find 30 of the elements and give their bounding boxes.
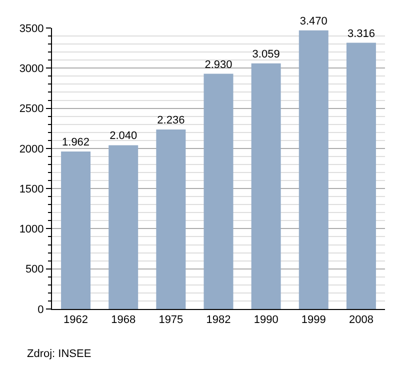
data-label: 2.236 xyxy=(157,114,185,126)
y-tick-label: 3500 xyxy=(19,22,44,35)
data-label: 3.316 xyxy=(347,28,375,40)
data-label: 2.040 xyxy=(110,130,138,142)
y-tick-label: 0 xyxy=(38,304,44,316)
x-tick-label: 1975 xyxy=(158,314,184,326)
x-tick-label: 1962 xyxy=(64,314,88,326)
data-label: 2.930 xyxy=(204,58,232,71)
x-tick-label: 1999 xyxy=(301,314,326,326)
bar xyxy=(61,151,91,309)
bar xyxy=(108,145,138,309)
bar xyxy=(204,74,234,309)
y-tick-label: 1500 xyxy=(19,183,44,196)
y-tick-label: 1000 xyxy=(19,224,44,236)
y-tick-label: 500 xyxy=(25,264,44,276)
x-tick-label: 1968 xyxy=(111,314,136,326)
bar xyxy=(346,42,376,309)
x-tick-label: 1982 xyxy=(206,314,231,326)
bar xyxy=(156,129,186,309)
data-label: 3.470 xyxy=(300,15,328,28)
data-label: 1.962 xyxy=(62,136,90,148)
data-label: 3.059 xyxy=(252,48,280,60)
text: Zdroj: INSEE xyxy=(27,348,92,360)
bar xyxy=(298,30,328,309)
x-tick-label: 2008 xyxy=(348,314,374,326)
bar xyxy=(251,63,281,309)
x-tick-label: 1990 xyxy=(254,314,278,326)
y-tick-label: 3000 xyxy=(19,62,44,75)
y-tick-label: 2500 xyxy=(19,103,44,116)
y-tick-label: 2000 xyxy=(19,143,44,156)
